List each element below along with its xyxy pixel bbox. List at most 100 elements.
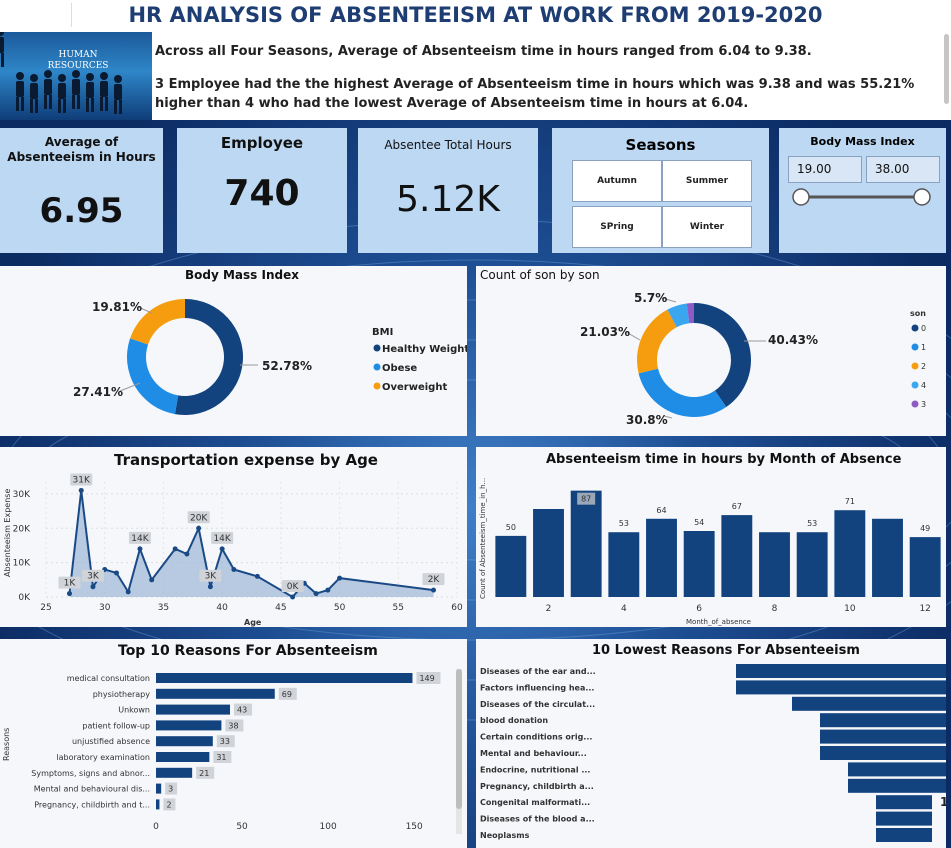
top-reason-label-0: medical consultation	[67, 674, 150, 683]
bmi-range-slider[interactable]	[779, 185, 946, 210]
low-reason-bar-6	[848, 762, 946, 777]
top-reason-value-8: 2	[166, 800, 171, 809]
hr-image-label: HUMAN RESOURCES	[38, 50, 118, 72]
top-reason-label-4: unjustified absence	[72, 737, 150, 746]
son-legend-item-4: 3	[921, 400, 926, 409]
transport-x-label: Age	[244, 618, 262, 627]
top-x-tick-3: 150	[406, 822, 423, 832]
transport-point-6	[137, 546, 143, 552]
transport-point-4	[113, 570, 119, 576]
low-reason-bar-7	[848, 778, 946, 793]
son-data-label-1: 30.8%	[626, 413, 668, 427]
transport-x-tick-2: 35	[158, 603, 169, 613]
season-button-spring[interactable]: SPring	[572, 206, 662, 248]
top-reason-label-bg-1	[278, 687, 297, 700]
month-label-bg-3	[577, 492, 596, 505]
transport-y-tick-3: 30K	[13, 490, 31, 500]
month-x-tick-2: 6	[696, 604, 702, 614]
month-bar-7	[721, 515, 753, 597]
transport-area-svg: Absenteeism Expense Age 0K 10K 20K 30K 25 30 3…	[3, 473, 463, 627]
month-data-label-12: 49	[920, 524, 930, 533]
transport-data-label-3: 14K	[131, 534, 149, 544]
low-reason-label-3: blood donation	[480, 716, 548, 725]
bmi-slice-2	[130, 299, 185, 345]
bmi-legend-marker-1	[373, 363, 381, 371]
top-reason-value-1: 69	[282, 690, 292, 699]
top-x-tick-1: 50	[236, 822, 248, 832]
top-reason-bar-6	[156, 767, 193, 778]
month-x-tick-0: 2	[546, 604, 552, 614]
top-reason-value-7: 3	[168, 785, 173, 794]
top-reason-bar-4	[156, 736, 213, 747]
bmi-max-input[interactable]: 38.00	[866, 156, 940, 183]
son-legend-marker-3	[911, 381, 919, 389]
month-data-label-10: 71	[845, 497, 855, 506]
summary-text: Across all Four Seasons, Average of Abse…	[152, 32, 942, 120]
scrollbar-thumb[interactable]	[944, 34, 949, 104]
son-slice-2	[637, 309, 677, 374]
lowest-reasons-panel: 10 Lowest Reasons For Absenteeism Diseas…	[476, 639, 946, 848]
son-data-label-3: 5.7%	[634, 291, 667, 305]
low-reason-label-4: Certain conditions orig...	[480, 733, 592, 742]
title-chip	[0, 3, 72, 27]
transport-label-bg-8	[422, 573, 445, 586]
bmi-leader-2	[137, 306, 153, 314]
month-x-tick-1: 4	[621, 604, 627, 614]
transport-point-7	[149, 577, 155, 583]
top-reasons-scrollbar-thumb[interactable]	[456, 669, 462, 809]
transport-point-19	[337, 575, 343, 581]
top-reason-value-4: 33	[220, 737, 230, 746]
transport-point-15	[290, 594, 296, 600]
top-reason-value-0: 149	[419, 674, 434, 683]
low-reason-bar-3	[820, 713, 946, 728]
bmi-slice-1	[126, 338, 179, 415]
transport-point-20	[431, 587, 437, 593]
low-reason-label-7: Pregnancy, childbirth a...	[480, 782, 594, 791]
bmi-data-label-0: 52.78%	[262, 359, 312, 373]
son-leader-3	[661, 297, 677, 303]
bmi-legend-marker-2	[373, 382, 381, 390]
top-x-tick-2: 100	[320, 822, 337, 832]
bmi-slicer-title: Body Mass Index	[810, 135, 915, 148]
top-reason-label-bg-6	[196, 766, 215, 779]
season-button-autumn[interactable]: Autumn	[572, 160, 662, 202]
low-reason-value-8: 1	[940, 795, 946, 809]
month-bar-3	[570, 490, 602, 597]
low-reason-bar-1	[736, 680, 946, 695]
people-silhouettes-icon	[0, 32, 122, 114]
bmi-slider-max-handle[interactable]	[913, 188, 931, 206]
transport-label-bg-6	[211, 531, 234, 544]
bmi-data-label-2: 19.81%	[92, 300, 142, 314]
son-donut-panel: Count of son by son 40.43% 30.8% 21.03% 5.7…	[476, 266, 946, 436]
bmi-data-label-1: 27.41%	[73, 385, 123, 399]
top-reason-label-8: Pregnancy, childbirth and t...	[34, 800, 150, 809]
month-data-label-7: 67	[732, 502, 742, 511]
transport-x-tick-6: 55	[393, 603, 404, 613]
top-reason-label-bg-0	[416, 672, 441, 684]
transport-x-tick-0: 25	[40, 603, 51, 613]
top-reasons-title: Top 10 Reasons For Absenteeism	[118, 643, 378, 659]
top-reasons-y-label: Reasons	[2, 728, 11, 761]
hr-label-line2: RESOURCES	[47, 61, 109, 71]
summary-scrollbar[interactable]	[942, 32, 951, 120]
month-data-label-3: 87	[581, 495, 591, 504]
top-reason-label-7: Mental and behavioural dis...	[34, 785, 150, 794]
season-button-summer[interactable]: Summer	[662, 160, 752, 202]
son-slice-1	[638, 368, 727, 417]
top-reason-bar-2	[156, 704, 231, 715]
top-reason-bar-1	[156, 688, 275, 699]
season-button-winter[interactable]: Winter	[662, 206, 752, 248]
bmi-slider-min-handle[interactable]	[792, 188, 810, 206]
low-reason-bar-9	[876, 811, 932, 826]
bmi-min-input[interactable]: 19.00	[788, 156, 862, 183]
bmi-donut-panel: Body Mass Index 52.78% 27.41% 19.81% BMI H…	[0, 266, 467, 436]
bmi-legend-title: BMI	[372, 327, 393, 338]
transport-label-bg-5	[199, 569, 222, 582]
low-reason-bar-0	[736, 664, 946, 678]
low-reason-label-1: Factors influencing hea...	[480, 683, 594, 692]
bmi-legend-item-2: Overweight	[382, 382, 447, 393]
transport-label-bg-0	[58, 576, 81, 589]
bmi-chart-title: Body Mass Index	[185, 268, 299, 282]
son-leader-2	[625, 331, 641, 341]
transport-label-bg-4	[187, 511, 210, 524]
